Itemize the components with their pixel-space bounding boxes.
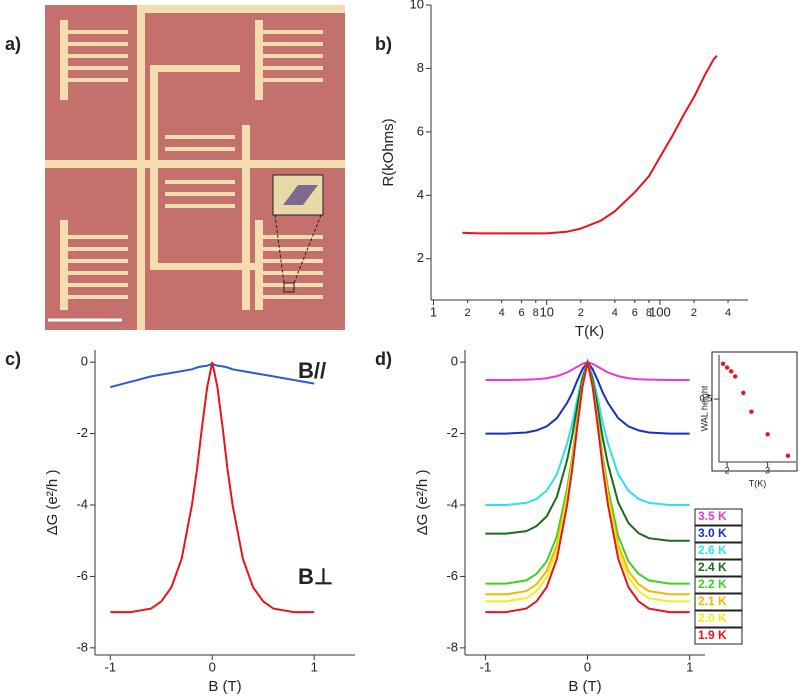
x-tick-label: 2 — [465, 307, 471, 319]
x-tick-label: 10 — [539, 304, 553, 319]
legend-box — [694, 610, 743, 628]
x-tick-label: 1 — [430, 304, 437, 319]
y-tick-label: -2 — [446, 425, 458, 440]
y-tick-label: -2 — [76, 425, 88, 440]
x-tick-label: 6 — [519, 307, 525, 319]
y-tick-label: -8 — [76, 639, 88, 654]
data-point — [733, 374, 738, 379]
legend-entry: 2.0 K — [698, 611, 727, 625]
x-tick-label: 4 — [725, 307, 731, 319]
x-tick-label: 4 — [612, 307, 618, 319]
y-axis-label: ΔG (e²/h ) — [414, 470, 431, 536]
legend-entry: 2.2 K — [698, 577, 727, 591]
y-tick-label: 8 — [417, 60, 424, 75]
legend-box — [694, 576, 743, 594]
x-tick-label: 2 — [578, 307, 584, 319]
legend-entry: 2.1 K — [698, 594, 727, 608]
x-tick-label: 2 — [691, 307, 697, 319]
x-tick-label: 0 — [209, 659, 216, 674]
data-line — [485, 361, 690, 596]
x-tick-label: 1 — [686, 659, 693, 674]
panel-label: a) — [5, 34, 21, 54]
x-tick-label: -1 — [105, 659, 117, 674]
y-tick-label: 0.5 — [699, 393, 712, 403]
x-tick-label: 8 — [646, 307, 652, 319]
inset-frame — [711, 351, 798, 472]
data-point — [749, 409, 754, 414]
x-axis-label: T(K) — [749, 478, 767, 488]
data-line — [485, 360, 690, 435]
data-line — [485, 361, 690, 585]
data-line — [110, 362, 315, 389]
legend-entry: 3.0 K — [698, 526, 727, 540]
data-line — [462, 55, 718, 235]
y-tick-label: 4 — [417, 187, 424, 202]
x-tick-label: 3 — [765, 465, 770, 475]
y-tick-label: -4 — [76, 496, 88, 511]
x-axis-label: T(K) — [575, 323, 604, 340]
data-point — [741, 390, 746, 395]
y-tick-label: 6 — [417, 123, 424, 138]
y-axis-label: ΔG (e²/h ) — [44, 470, 61, 536]
legend-box — [694, 559, 743, 577]
x-tick-label: 0 — [584, 659, 591, 674]
panel-label: c) — [5, 349, 21, 369]
x-tick-label: 100 — [649, 304, 671, 319]
legend-box — [694, 542, 743, 560]
y-tick-label: 10 — [410, 0, 424, 11]
legend-box — [694, 508, 743, 526]
x-axis-label: B (T) — [568, 678, 601, 695]
x-tick-label: 4 — [499, 307, 505, 319]
data-line — [485, 358, 690, 542]
legend-box — [694, 525, 743, 543]
y-tick-label: -6 — [76, 568, 88, 583]
annotation: B// — [298, 358, 326, 383]
y-axis-label: WAL height — [699, 385, 709, 431]
legend-entry: 2.4 K — [698, 560, 727, 574]
x-tick-label: 8 — [533, 307, 539, 319]
data-line — [485, 361, 690, 603]
y-tick-label: 0 — [451, 354, 458, 369]
y-axis-label: R(kOhms) — [380, 118, 397, 186]
x-tick-label: 1 — [311, 659, 318, 674]
y-tick-label: -8 — [446, 639, 458, 654]
legend-entry: 1.9 K — [698, 628, 727, 642]
y-tick-label: 0 — [81, 354, 88, 369]
x-axis-label: B (T) — [208, 678, 241, 695]
legend-box — [694, 627, 743, 645]
data-point — [765, 432, 770, 437]
x-tick-label: -1 — [480, 659, 492, 674]
data-point — [728, 369, 734, 374]
y-tick-label: -4 — [446, 496, 458, 511]
legend-entry: 2.6 K — [698, 543, 727, 557]
legend-box — [694, 593, 743, 611]
annotation: B⊥ — [298, 564, 333, 589]
legend-entry: 3.5 K — [698, 509, 727, 523]
panel-label: b) — [375, 34, 392, 54]
x-tick-label: 2 — [725, 465, 730, 475]
micrograph — [45, 5, 345, 330]
data-point — [720, 361, 726, 367]
data-line — [485, 361, 690, 614]
x-tick-label: 6 — [632, 307, 638, 319]
data-point — [785, 453, 791, 458]
y-tick-label: -6 — [446, 568, 458, 583]
data-line — [110, 361, 315, 614]
panel-label: d) — [375, 349, 392, 369]
y-tick-label: 2 — [417, 250, 424, 265]
data-point — [724, 365, 730, 370]
